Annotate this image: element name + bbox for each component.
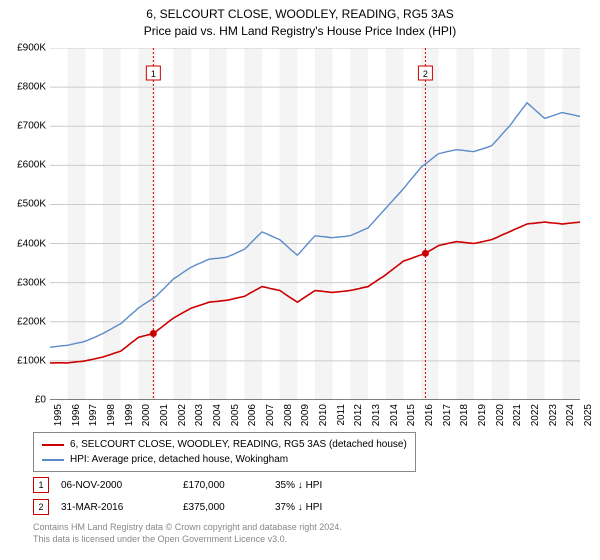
- x-axis-label: 2006: [247, 404, 258, 426]
- sale-marker-price-1: £170,000: [183, 480, 263, 491]
- x-axis-label: 2013: [371, 404, 382, 426]
- x-axis-label: 2005: [230, 404, 241, 426]
- y-axis-label: £700K: [17, 121, 46, 132]
- legend: 6, SELCOURT CLOSE, WOODLEY, READING, RG5…: [33, 432, 416, 472]
- x-axis-label: 2001: [159, 404, 170, 426]
- x-axis-label: 1995: [53, 404, 64, 426]
- x-axis-label: 2016: [424, 404, 435, 426]
- sale-marker-price-2: £375,000: [183, 502, 263, 513]
- x-axis-label: 2004: [212, 404, 223, 426]
- legend-label-hpi: HPI: Average price, detached house, Woki…: [70, 452, 288, 467]
- svg-text:1: 1: [151, 69, 156, 79]
- chart-svg: 12: [50, 48, 580, 400]
- footer: Contains HM Land Registry data © Crown c…: [33, 522, 342, 545]
- x-axis-label: 2020: [495, 404, 506, 426]
- x-axis-label: 2025: [583, 404, 594, 426]
- x-axis-label: 2012: [353, 404, 364, 426]
- sale-marker-hpi-1: 35% ↓ HPI: [275, 480, 355, 491]
- sale-marker-date-2: 31-MAR-2016: [61, 502, 171, 513]
- x-axis-label: 2021: [512, 404, 523, 426]
- x-axis-label: 2007: [265, 404, 276, 426]
- sale-marker-badge-1: 1: [33, 477, 49, 493]
- x-axis-label: 1998: [106, 404, 117, 426]
- legend-swatch-price: [42, 444, 64, 446]
- title-line-1: 6, SELCOURT CLOSE, WOODLEY, READING, RG5…: [0, 6, 600, 23]
- legend-label-price: 6, SELCOURT CLOSE, WOODLEY, READING, RG5…: [70, 437, 407, 452]
- x-axis-label: 2000: [141, 404, 152, 426]
- y-axis-label: £900K: [17, 43, 46, 54]
- sale-marker-index-1: 1: [38, 480, 43, 490]
- y-axis-label: £400K: [17, 238, 46, 249]
- x-axis-label: 1996: [71, 404, 82, 426]
- svg-text:2: 2: [423, 69, 428, 79]
- sale-marker-row-2: 2 31-MAR-2016 £375,000 37% ↓ HPI: [33, 496, 355, 518]
- legend-row-hpi: HPI: Average price, detached house, Woki…: [42, 452, 407, 467]
- x-axis-label: 2017: [442, 404, 453, 426]
- x-axis-label: 2010: [318, 404, 329, 426]
- x-axis-label: 2018: [459, 404, 470, 426]
- sale-marker-date-1: 06-NOV-2000: [61, 480, 171, 491]
- x-axis-label: 2008: [283, 404, 294, 426]
- sale-marker-hpi-2: 37% ↓ HPI: [275, 502, 355, 513]
- y-axis-label: £500K: [17, 199, 46, 210]
- y-axis-label: £300K: [17, 277, 46, 288]
- x-axis-label: 2015: [406, 404, 417, 426]
- title-block: 6, SELCOURT CLOSE, WOODLEY, READING, RG5…: [0, 0, 600, 40]
- x-axis-label: 2009: [300, 404, 311, 426]
- footer-line-1: Contains HM Land Registry data © Crown c…: [33, 522, 342, 534]
- title-line-2: Price paid vs. HM Land Registry's House …: [0, 23, 600, 40]
- x-axis-label: 2024: [565, 404, 576, 426]
- sale-marker-table: 1 06-NOV-2000 £170,000 35% ↓ HPI 2 31-MA…: [33, 474, 355, 518]
- x-axis-label: 2014: [389, 404, 400, 426]
- legend-swatch-hpi: [42, 459, 64, 461]
- chart-area: 12 £0£100K£200K£300K£400K£500K£600K£700K…: [50, 48, 580, 400]
- x-axis-label: 2023: [548, 404, 559, 426]
- y-axis-label: £600K: [17, 160, 46, 171]
- x-axis-label: 2011: [336, 404, 347, 426]
- x-axis-label: 1999: [124, 404, 135, 426]
- sale-marker-row-1: 1 06-NOV-2000 £170,000 35% ↓ HPI: [33, 474, 355, 496]
- y-axis-label: £0: [35, 395, 46, 406]
- chart-container: 6, SELCOURT CLOSE, WOODLEY, READING, RG5…: [0, 0, 600, 560]
- y-axis-label: £200K: [17, 316, 46, 327]
- x-axis-label: 1997: [88, 404, 99, 426]
- x-axis-label: 2022: [530, 404, 541, 426]
- y-axis-label: £100K: [17, 355, 46, 366]
- x-axis-label: 2002: [177, 404, 188, 426]
- x-axis-label: 2019: [477, 404, 488, 426]
- sale-marker-index-2: 2: [38, 502, 43, 512]
- footer-line-2: This data is licensed under the Open Gov…: [33, 534, 342, 546]
- legend-row-price: 6, SELCOURT CLOSE, WOODLEY, READING, RG5…: [42, 437, 407, 452]
- x-axis-label: 2003: [194, 404, 205, 426]
- y-axis-label: £800K: [17, 82, 46, 93]
- sale-marker-badge-2: 2: [33, 499, 49, 515]
